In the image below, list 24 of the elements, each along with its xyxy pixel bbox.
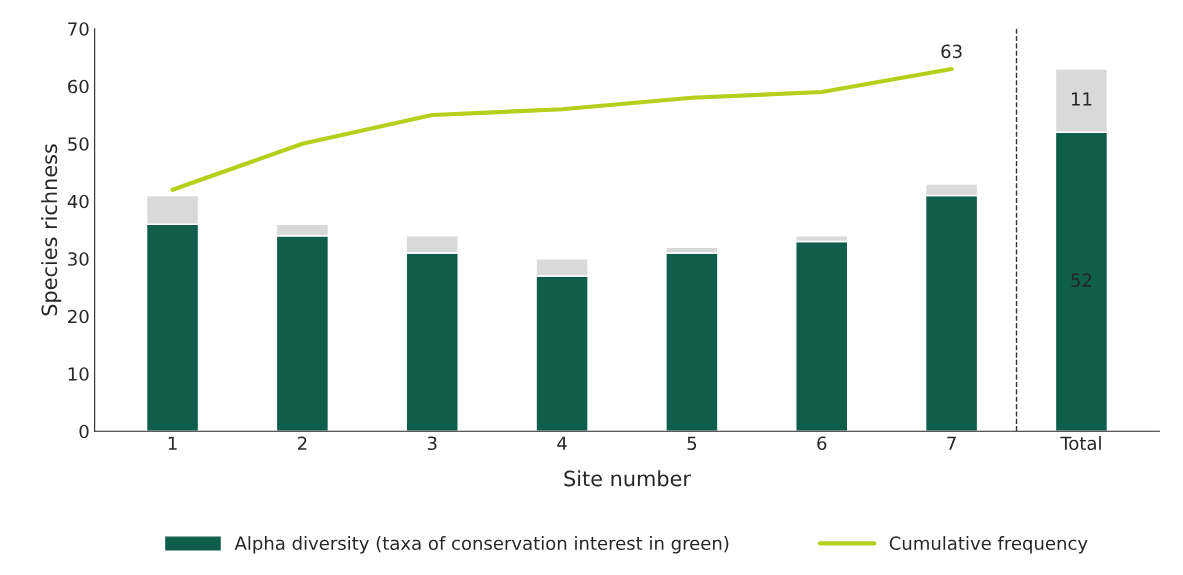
y-tick-label: 60 <box>68 79 89 94</box>
x-tick-label: 4 <box>557 436 567 450</box>
y-tick-label: 20 <box>68 309 89 324</box>
x-tick-label: Total <box>1060 436 1101 451</box>
y-tick-label: 40 <box>67 194 89 209</box>
y-tick-label: 70 <box>68 22 89 36</box>
data-label: 63 <box>941 44 962 59</box>
y-axis-title: Species richness <box>41 144 62 316</box>
data-label: 52 <box>1071 273 1092 287</box>
legend-label: Cumulative frequency <box>889 536 1088 554</box>
y-tick-label: 0 <box>79 424 89 439</box>
y-tick-label: 30 <box>68 252 89 266</box>
x-tick-label: 2 <box>297 436 307 450</box>
x-tick-label: 7 <box>947 436 956 450</box>
x-tick-label: 5 <box>687 436 697 451</box>
x-axis-title: Site number <box>564 470 691 487</box>
x-tick-label: 3 <box>427 436 437 451</box>
x-tick-label: 1 <box>168 436 177 450</box>
data-label: 11 <box>1071 92 1092 106</box>
legend-label: Alpha diversity (taxa of conservation interest in green) <box>234 536 729 554</box>
x-tick-label: 6 <box>817 436 827 451</box>
y-tick-label: 50 <box>68 137 89 151</box>
y-tick-label: 10 <box>68 367 89 381</box>
line-series <box>170 66 954 192</box>
